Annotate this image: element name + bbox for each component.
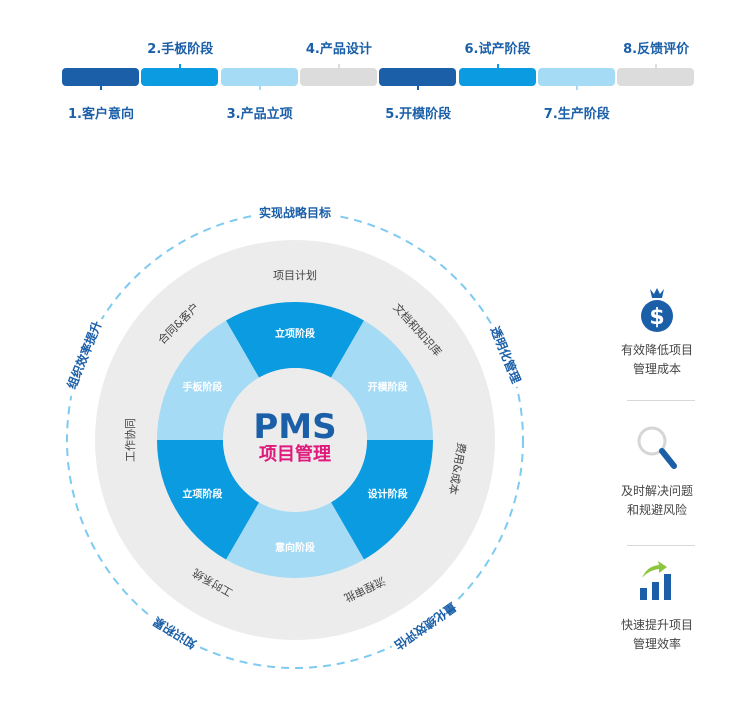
ring-label: 工作协同: [123, 418, 137, 462]
benefit-text-line2: 和规避风险: [626, 503, 687, 517]
timeline-stage-bar: [220, 68, 298, 90]
segment-label: 设计阶段: [368, 488, 408, 501]
benefit-efficiency: 快速提升项目 管理效率: [612, 558, 702, 654]
timeline-stage-label: 8.反馈评价: [623, 42, 690, 57]
divider: [627, 545, 695, 546]
segment-label: 意向阶段: [275, 541, 315, 554]
center-circle: [223, 368, 367, 512]
outer-goal-label: 组织效率提升: [64, 319, 105, 391]
timeline-pointer: [575, 86, 578, 90]
segment-label: 开模阶段: [368, 381, 408, 394]
outer-goal-label: 知识积累: [150, 614, 200, 653]
timeline-stage-label: 4.产品设计: [305, 42, 372, 57]
timeline-pointer: [258, 86, 261, 90]
wheel-segment: [331, 440, 434, 560]
timeline-stage-bar: [299, 64, 377, 86]
timeline-pointer: [417, 86, 420, 90]
wheel-segment: [226, 302, 364, 378]
wheel-segment: [157, 320, 259, 440]
wheel-segment: [157, 440, 259, 560]
outer-goal-label: 透明化管理: [488, 324, 524, 385]
benefit-cost: $ 有效降低项目 管理成本: [612, 285, 702, 379]
timeline-stage-bar: [62, 68, 139, 90]
ring-label: 项目计划: [273, 269, 317, 282]
money-bag-icon: $: [641, 288, 673, 332]
outer-goal-label: 实现战略目标: [259, 205, 331, 220]
dashed-outer-ring: [66, 211, 524, 669]
timeline-pointer: [496, 64, 499, 68]
timeline-stage-bar: [617, 64, 695, 86]
benefit-risk: 及时解决问题 和规避风险: [612, 424, 702, 520]
timeline-stage-bar: [458, 64, 536, 86]
benefit-text-line1: 快速提升项目: [620, 618, 693, 632]
timeline-stage-label: 6.试产阶段: [464, 42, 531, 57]
center-title: PMS: [253, 407, 336, 447]
segment-label: 立项阶段: [275, 327, 315, 340]
timeline-pointer: [100, 86, 102, 90]
timeline-stage-label: 3.产品立项: [226, 107, 293, 122]
segment-label: 手板阶段: [182, 381, 222, 394]
pms-wheel-diagram: 立项阶段开模阶段设计阶段意向阶段立项阶段手板阶段PMS项目管理项目计划文档和知识…: [63, 205, 525, 669]
timeline-stage-bar: [537, 68, 615, 90]
timeline-stage-label: 2.手板阶段: [147, 42, 214, 57]
timeline-stage-bar: [141, 64, 219, 86]
benefit-text-line2: 管理成本: [632, 362, 681, 376]
bar-chart-growth-icon: [640, 561, 671, 600]
magnifier-icon: [637, 426, 677, 469]
timeline-pointer: [179, 64, 182, 68]
timeline-pointer: [655, 64, 658, 68]
benefit-text-line1: 有效降低项目: [620, 343, 693, 357]
timeline-stage-label: 5.开模阶段: [385, 107, 452, 122]
wheel-segment: [331, 320, 433, 440]
center-subtitle: 项目管理: [259, 443, 331, 465]
timeline-stage-bar: [379, 68, 457, 90]
svg-text:$: $: [649, 305, 664, 330]
segment-label: 立项阶段: [182, 488, 222, 501]
divider: [627, 400, 695, 401]
timeline-stage-label: 1.客户意向: [68, 107, 134, 122]
benefit-text-line1: 及时解决问题: [620, 484, 693, 498]
wheel-segment: [226, 502, 364, 578]
timeline-stage-label: 7.生产阶段: [543, 107, 610, 122]
benefit-text-line2: 管理效率: [632, 637, 681, 651]
timeline-pointer: [337, 64, 340, 68]
